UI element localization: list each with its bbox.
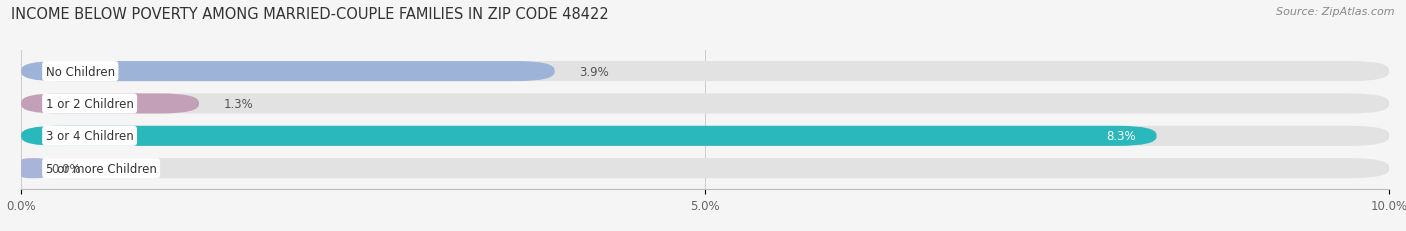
Text: 3.9%: 3.9%	[579, 65, 609, 78]
Text: INCOME BELOW POVERTY AMONG MARRIED-COUPLE FAMILIES IN ZIP CODE 48422: INCOME BELOW POVERTY AMONG MARRIED-COUPL…	[11, 7, 609, 22]
FancyBboxPatch shape	[21, 62, 1389, 82]
Text: 5 or more Children: 5 or more Children	[46, 162, 156, 175]
FancyBboxPatch shape	[21, 62, 554, 82]
FancyBboxPatch shape	[21, 94, 198, 114]
FancyBboxPatch shape	[21, 158, 1389, 179]
Text: No Children: No Children	[46, 65, 115, 78]
FancyBboxPatch shape	[21, 94, 1389, 114]
Text: Source: ZipAtlas.com: Source: ZipAtlas.com	[1277, 7, 1395, 17]
Text: 8.3%: 8.3%	[1107, 130, 1136, 143]
Text: 1 or 2 Children: 1 or 2 Children	[46, 97, 134, 110]
Text: 0.0%: 0.0%	[51, 162, 80, 175]
FancyBboxPatch shape	[21, 126, 1157, 146]
FancyBboxPatch shape	[21, 126, 1389, 146]
Text: 1.3%: 1.3%	[224, 97, 253, 110]
Text: 3 or 4 Children: 3 or 4 Children	[46, 130, 134, 143]
FancyBboxPatch shape	[21, 158, 46, 179]
